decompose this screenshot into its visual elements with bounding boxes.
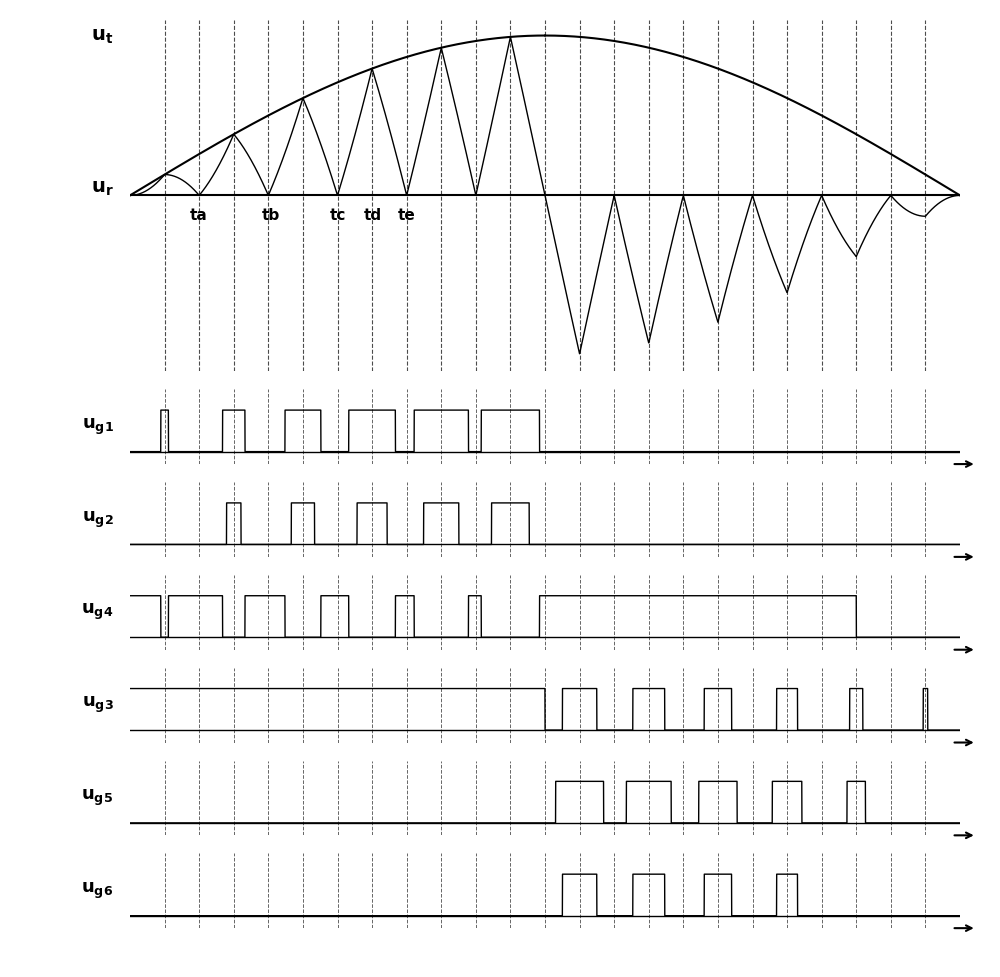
Text: $\mathbf{u_{g4}}$: $\mathbf{u_{g4}}$ xyxy=(81,602,113,622)
Text: te: te xyxy=(398,208,415,223)
Text: tb: tb xyxy=(262,208,280,223)
Text: $\mathbf{u_r}$: $\mathbf{u_r}$ xyxy=(91,179,113,198)
Text: $\mathbf{u_{g2}}$: $\mathbf{u_{g2}}$ xyxy=(82,509,113,530)
Text: $\mathbf{u_t}$: $\mathbf{u_t}$ xyxy=(91,26,113,46)
Text: $\mathbf{u_{g3}}$: $\mathbf{u_{g3}}$ xyxy=(82,695,113,715)
Text: $\mathbf{u_{g1}}$: $\mathbf{u_{g1}}$ xyxy=(82,416,113,437)
Text: $\mathbf{u_{g6}}$: $\mathbf{u_{g6}}$ xyxy=(81,880,113,901)
Text: td: td xyxy=(363,208,381,223)
Text: ta: ta xyxy=(190,208,208,223)
Text: tc: tc xyxy=(329,208,346,223)
Text: $\mathbf{u_{g5}}$: $\mathbf{u_{g5}}$ xyxy=(81,787,113,808)
